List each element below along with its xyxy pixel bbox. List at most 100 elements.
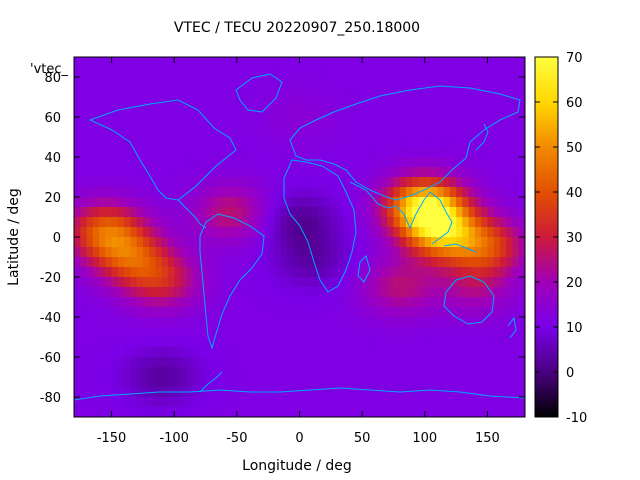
heatmap-cell bbox=[424, 57, 432, 68]
heatmap-cell bbox=[518, 177, 526, 188]
heatmap-cell bbox=[512, 107, 520, 118]
heatmap-cell bbox=[111, 87, 119, 98]
heatmap-cell bbox=[236, 157, 244, 168]
heatmap-cell bbox=[443, 177, 451, 188]
heatmap-cell bbox=[80, 87, 87, 98]
heatmap-cell bbox=[512, 117, 520, 128]
heatmap-cell bbox=[161, 227, 169, 238]
heatmap-cell bbox=[337, 127, 344, 138]
heatmap-cell bbox=[193, 337, 200, 348]
heatmap-cell bbox=[337, 387, 344, 398]
heatmap-cell bbox=[174, 137, 181, 148]
heatmap-cell bbox=[374, 377, 382, 388]
heatmap-cell bbox=[499, 177, 507, 188]
heatmap-cell bbox=[518, 187, 526, 198]
heatmap-cell bbox=[124, 127, 131, 138]
heatmap-cell bbox=[399, 117, 407, 128]
heatmap-cell bbox=[142, 337, 150, 348]
heatmap-cell bbox=[142, 307, 150, 318]
heatmap-cell bbox=[86, 77, 94, 88]
heatmap-cell bbox=[268, 147, 275, 158]
heatmap-cell bbox=[268, 177, 275, 188]
heatmap-cell bbox=[111, 137, 119, 148]
heatmap-cell bbox=[255, 177, 263, 188]
heatmap-cell bbox=[487, 267, 495, 278]
heatmap-cell bbox=[412, 147, 419, 158]
heatmap-cell bbox=[117, 387, 125, 398]
heatmap-cell bbox=[330, 327, 338, 338]
heatmap-cell bbox=[211, 177, 219, 188]
heatmap-cell bbox=[249, 127, 257, 138]
heatmap-cell bbox=[174, 257, 181, 268]
heatmap-cell bbox=[161, 187, 169, 198]
heatmap-cell bbox=[286, 377, 294, 388]
heatmap-cell bbox=[193, 97, 200, 108]
heatmap-cell bbox=[161, 217, 169, 228]
heatmap-cell bbox=[92, 227, 100, 238]
heatmap-cell bbox=[255, 197, 263, 208]
heatmap-cell bbox=[493, 147, 501, 158]
heatmap-cell bbox=[105, 387, 112, 398]
heatmap-cell bbox=[456, 297, 463, 308]
heatmap-cell bbox=[349, 337, 357, 348]
heatmap-cell bbox=[236, 77, 244, 88]
heatmap-cell bbox=[199, 127, 206, 138]
heatmap-cell bbox=[387, 337, 394, 348]
heatmap-cell bbox=[99, 207, 106, 218]
heatmap-cell bbox=[211, 207, 219, 218]
heatmap-cell bbox=[493, 207, 501, 218]
heatmap-cell bbox=[518, 237, 526, 248]
heatmap-cell bbox=[268, 137, 275, 148]
heatmap-cell bbox=[80, 327, 87, 338]
heatmap-cell bbox=[117, 297, 125, 308]
heatmap-cell bbox=[380, 227, 388, 238]
heatmap-cell bbox=[424, 217, 432, 228]
heatmap-cell bbox=[99, 177, 106, 188]
heatmap-cell bbox=[474, 187, 482, 198]
heatmap-cell bbox=[518, 337, 526, 348]
heatmap-cell bbox=[136, 367, 144, 378]
heatmap-cell bbox=[487, 167, 495, 178]
heatmap-cell bbox=[218, 227, 225, 238]
heatmap-cell bbox=[105, 217, 112, 228]
heatmap-cell bbox=[161, 137, 169, 148]
heatmap-cell bbox=[399, 317, 407, 328]
heatmap-cell bbox=[299, 357, 307, 368]
heatmap-cell bbox=[142, 167, 150, 178]
heatmap-cell bbox=[124, 337, 131, 348]
heatmap-cell bbox=[211, 397, 219, 408]
heatmap-cell bbox=[355, 107, 363, 118]
heatmap-cell bbox=[337, 97, 344, 108]
heatmap-cell bbox=[462, 257, 470, 268]
heatmap-cell bbox=[255, 207, 263, 218]
heatmap-cell bbox=[443, 357, 451, 368]
heatmap-cell bbox=[86, 247, 94, 258]
heatmap-cell bbox=[412, 307, 419, 318]
heatmap-cell bbox=[218, 107, 225, 118]
heatmap-cell bbox=[274, 227, 282, 238]
heatmap-cell bbox=[330, 357, 338, 368]
heatmap-cell bbox=[224, 247, 231, 258]
heatmap-cell bbox=[111, 267, 119, 278]
heatmap-cell bbox=[380, 307, 388, 318]
heatmap-cell bbox=[487, 227, 495, 238]
heatmap-cell bbox=[355, 397, 363, 408]
heatmap-cell bbox=[481, 397, 488, 408]
heatmap-cell bbox=[449, 177, 457, 188]
heatmap-cell bbox=[149, 117, 156, 128]
heatmap-cell bbox=[186, 147, 194, 158]
heatmap-cell bbox=[380, 387, 388, 398]
heatmap-cell bbox=[236, 227, 244, 238]
heatmap-cell bbox=[149, 397, 156, 408]
heatmap-cell bbox=[130, 257, 138, 268]
heatmap-cell bbox=[499, 397, 507, 408]
heatmap-cell bbox=[474, 307, 482, 318]
heatmap-cell bbox=[481, 137, 488, 148]
heatmap-cell bbox=[161, 397, 169, 408]
heatmap-cell bbox=[193, 107, 200, 118]
heatmap-cell bbox=[474, 367, 482, 378]
heatmap-cell bbox=[230, 347, 238, 358]
heatmap-cell bbox=[368, 67, 376, 78]
heatmap-cell bbox=[124, 377, 131, 388]
heatmap-cell bbox=[380, 327, 388, 338]
